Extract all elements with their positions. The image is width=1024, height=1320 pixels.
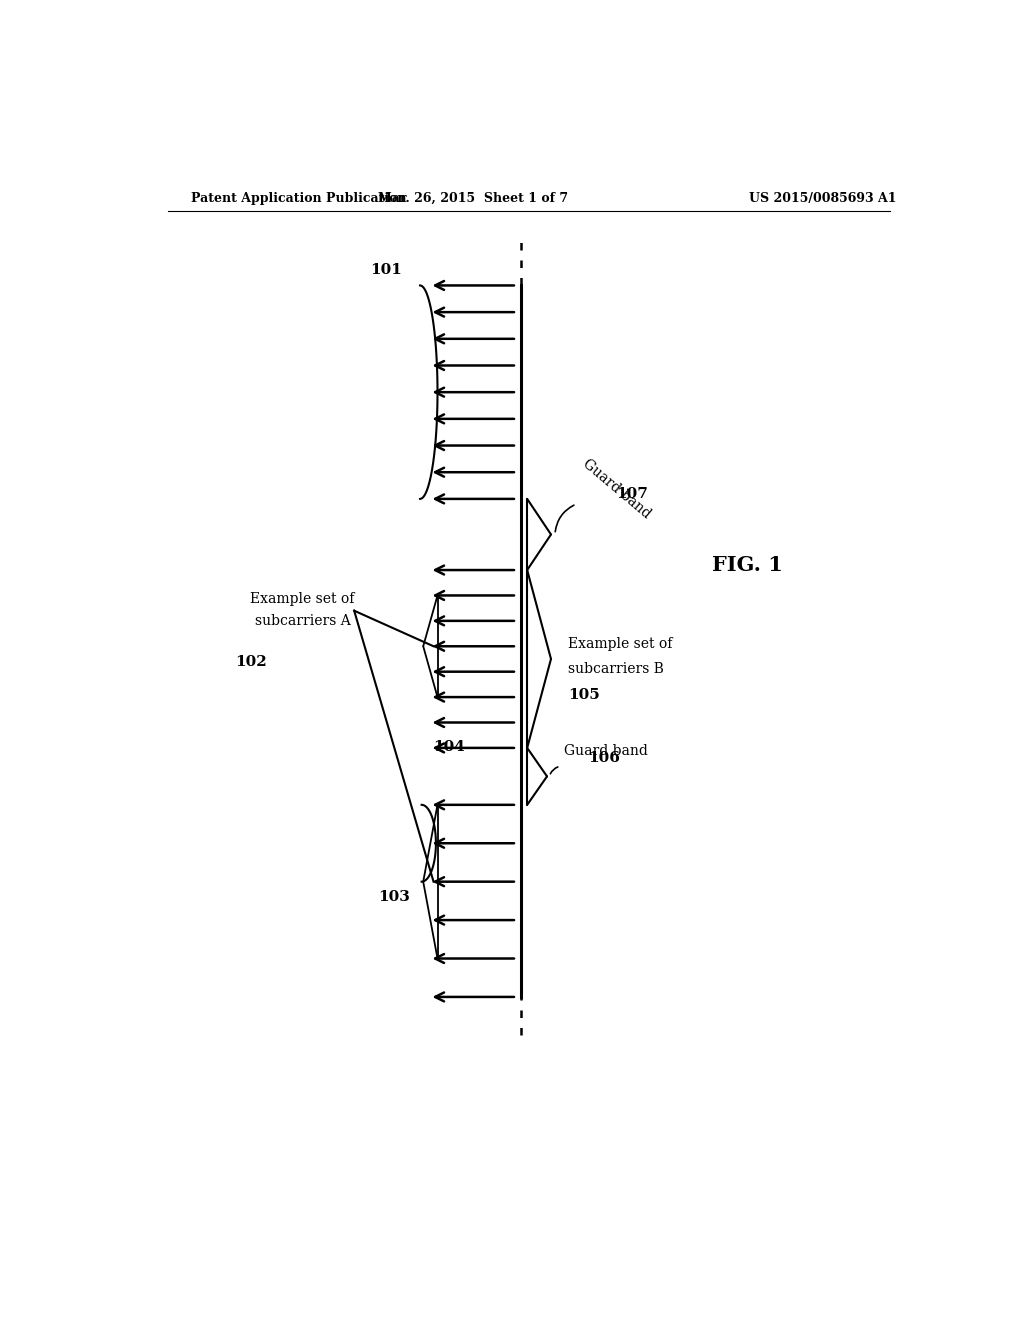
Text: subcarriers B: subcarriers B <box>568 663 665 676</box>
Text: Guard band: Guard band <box>564 744 648 758</box>
Text: Example set of: Example set of <box>251 591 354 606</box>
Text: 104: 104 <box>433 741 466 754</box>
Text: subcarriers A: subcarriers A <box>255 614 350 628</box>
Text: Example set of: Example set of <box>568 636 673 651</box>
Text: 106: 106 <box>588 751 621 766</box>
Text: 101: 101 <box>370 263 401 277</box>
Text: 103: 103 <box>378 890 410 904</box>
Text: 107: 107 <box>616 487 648 500</box>
Text: FIG. 1: FIG. 1 <box>712 554 782 576</box>
Text: US 2015/0085693 A1: US 2015/0085693 A1 <box>749 191 896 205</box>
Text: 105: 105 <box>568 688 600 701</box>
Text: Guard band: Guard band <box>581 457 653 521</box>
Text: Patent Application Publication: Patent Application Publication <box>191 191 407 205</box>
Text: Mar. 26, 2015  Sheet 1 of 7: Mar. 26, 2015 Sheet 1 of 7 <box>378 191 568 205</box>
Text: 102: 102 <box>236 655 267 668</box>
